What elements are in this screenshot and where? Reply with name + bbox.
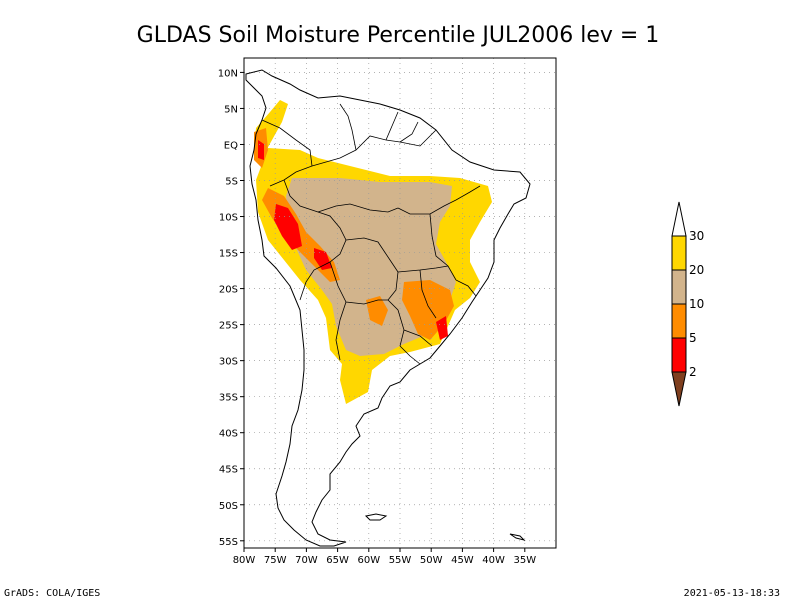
longitude-ticks: 80W 75W 70W 65W 60W 55W 50W 45W 40W 35W bbox=[233, 548, 536, 566]
latitude-ticks: 10N 5N EQ 5S 10S 15S 20S 25S 30S 35S 40S 45S 50S 55S bbox=[218, 68, 244, 548]
lat-tick-label: 50S bbox=[219, 501, 238, 512]
colorbar-level-label: 10 bbox=[689, 297, 704, 311]
lat-tick-label: 5S bbox=[225, 177, 238, 188]
shade-5-10-southeast-2 bbox=[366, 296, 388, 326]
colorbar-segment bbox=[671, 303, 687, 339]
lon-tick-label: 40W bbox=[482, 555, 505, 566]
island-east bbox=[509, 533, 526, 541]
colorbar-level-label: 2 bbox=[689, 365, 697, 379]
south-america-coastline bbox=[245, 69, 531, 547]
lon-tick-label: 70W bbox=[295, 555, 318, 566]
shade-2-5-bolivia bbox=[314, 248, 332, 270]
country-borders bbox=[261, 103, 481, 365]
lon-tick-label: 60W bbox=[357, 555, 380, 566]
lon-tick-label: 50W bbox=[420, 555, 443, 566]
lon-tick-label: 45W bbox=[451, 555, 474, 566]
continent-outline bbox=[245, 69, 531, 547]
lat-tick-label: 30S bbox=[219, 357, 238, 368]
lat-tick-label: 20S bbox=[219, 285, 238, 296]
colorbar-level-label: 20 bbox=[689, 263, 704, 277]
lat-tick-label: 55S bbox=[219, 537, 238, 548]
colorbar-segment bbox=[671, 235, 687, 271]
colorbar-lower-extension bbox=[671, 371, 687, 407]
map-plot-area: 80W 75W 70W 65W 60W 55W 50W 45W 40W 35W 10N 5N EQ 5S… bbox=[218, 57, 557, 566]
graticule bbox=[243, 58, 556, 548]
footer-left: GrADS: COLA/IGES bbox=[4, 588, 100, 599]
percentile-shading bbox=[254, 100, 492, 404]
colorbar: 2 5 10 20 30 bbox=[671, 201, 704, 407]
figure-title: GLDAS Soil Moisture Percentile JUL2006 l… bbox=[137, 23, 660, 48]
lat-tick-label: EQ bbox=[224, 140, 238, 151]
lat-tick-label: 5N bbox=[224, 104, 238, 115]
lat-tick-label: 15S bbox=[219, 249, 238, 260]
lon-tick-label: 80W bbox=[233, 555, 256, 566]
lon-tick-label: 35W bbox=[513, 555, 536, 566]
lat-tick-label: 10S bbox=[219, 213, 238, 224]
lon-tick-label: 65W bbox=[326, 555, 349, 566]
colorbar-segment bbox=[671, 269, 687, 305]
plot-frame bbox=[243, 57, 557, 549]
lat-tick-label: 25S bbox=[219, 321, 238, 332]
lat-tick-label: 45S bbox=[219, 465, 238, 476]
falkland-islands bbox=[364, 513, 388, 521]
lon-tick-label: 55W bbox=[389, 555, 412, 566]
lon-tick-label: 75W bbox=[264, 555, 287, 566]
lat-tick-label: 35S bbox=[219, 393, 238, 404]
colorbar-segment bbox=[671, 337, 687, 373]
shade-2-5-east bbox=[436, 316, 448, 340]
lat-tick-label: 40S bbox=[219, 429, 238, 440]
footer-right: 2021-05-13-18:33 bbox=[684, 588, 780, 599]
lat-tick-label: 10N bbox=[218, 68, 238, 79]
colorbar-level-label: 5 bbox=[689, 331, 697, 345]
colorbar-upper-extension bbox=[671, 201, 687, 237]
shade-2-5-peru bbox=[274, 204, 302, 250]
shade-2-5-nw bbox=[258, 140, 264, 160]
colorbar-level-label: 30 bbox=[689, 229, 704, 243]
